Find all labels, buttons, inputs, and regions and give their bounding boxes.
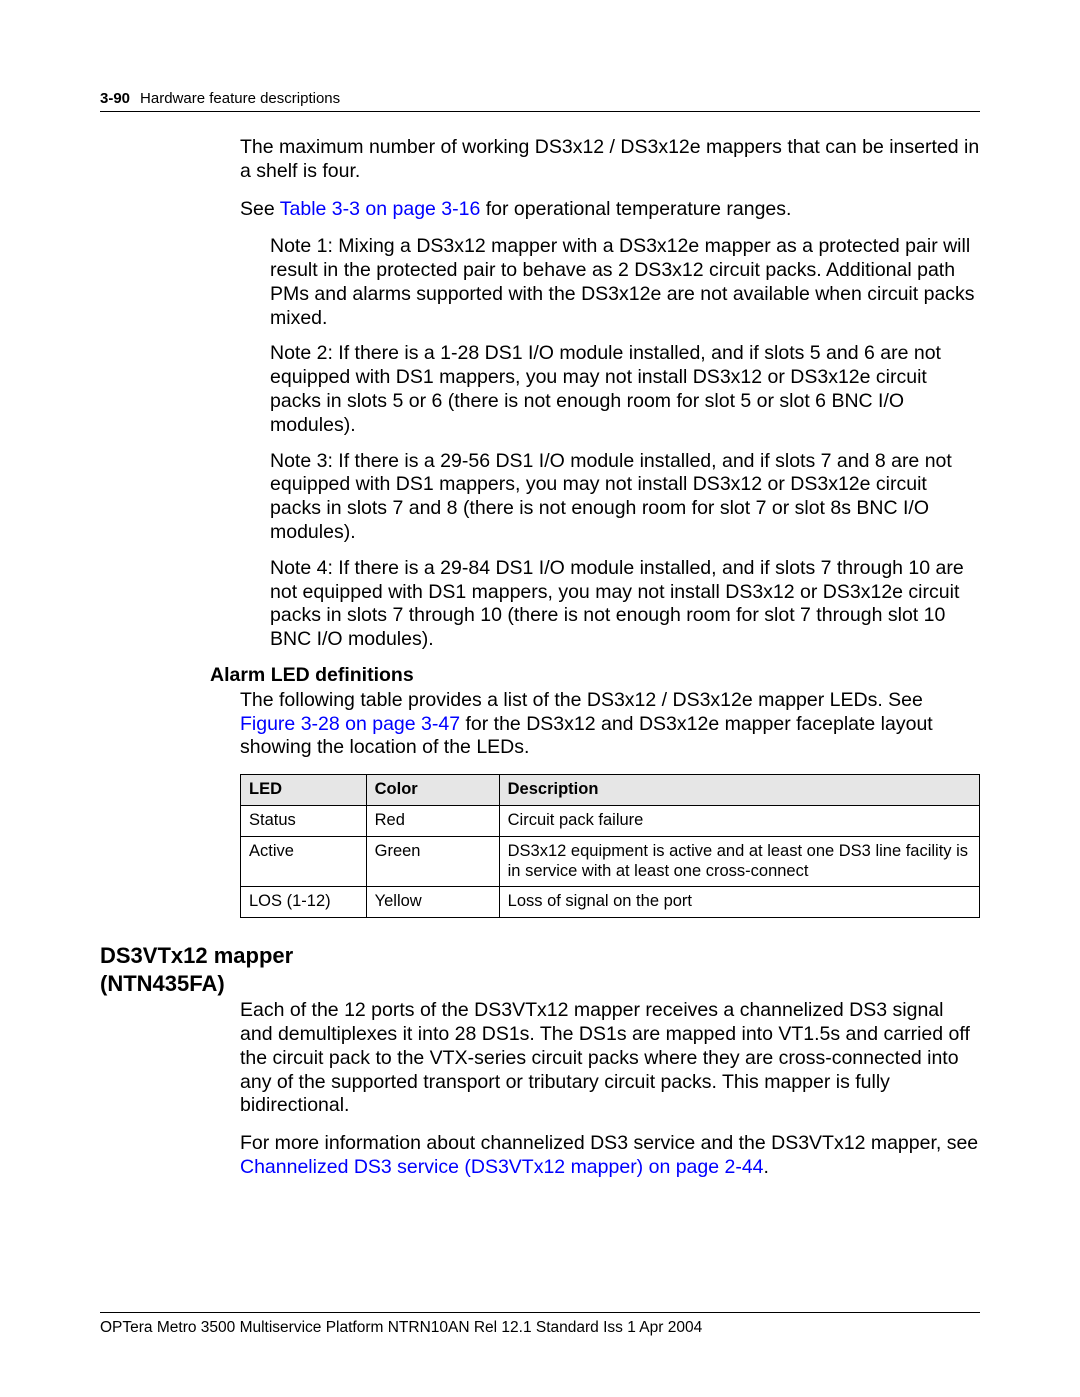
th-color: Color bbox=[366, 775, 499, 806]
cell-desc: Loss of signal on the port bbox=[499, 887, 979, 918]
running-header: 3-90 Hardware feature descriptions bbox=[100, 90, 980, 112]
cell-color: Red bbox=[366, 805, 499, 836]
header-section-title: Hardware feature descriptions bbox=[140, 90, 340, 107]
ds3vt-heading: DS3VTx12 mapper (NTN435FA) bbox=[100, 942, 980, 997]
note-1: Note 1: Mixing a DS3x12 mapper with a DS… bbox=[270, 235, 980, 330]
table-3-3-link[interactable]: Table 3-3 on page 3-16 bbox=[280, 198, 481, 220]
table-row: LOS (1-12) Yellow Loss of signal on the … bbox=[241, 887, 980, 918]
th-led: LED bbox=[241, 775, 367, 806]
figure-3-28-link[interactable]: Figure 3-28 on page 3-47 bbox=[240, 713, 460, 735]
notes-block: Note 1: Mixing a DS3x12 mapper with a DS… bbox=[240, 235, 980, 652]
th-desc: Description bbox=[499, 775, 979, 806]
see-text-pre: See bbox=[240, 198, 280, 220]
ds3vt-body: Each of the 12 ports of the DS3VTx12 map… bbox=[240, 999, 980, 1179]
page-number: 3-90 bbox=[100, 90, 130, 107]
cell-led: LOS (1-12) bbox=[241, 887, 367, 918]
alarm-intro: The following table provides a list of t… bbox=[240, 689, 980, 760]
ds3vt-heading-line2: (NTN435FA) bbox=[100, 971, 225, 996]
note-2: Note 2: If there is a 1-28 DS1 I/O modul… bbox=[270, 342, 980, 437]
ds3vt-p2-a: For more information about channelized D… bbox=[240, 1132, 978, 1154]
cell-led: Status bbox=[241, 805, 367, 836]
ds3vt-heading-line1: DS3VTx12 mapper bbox=[100, 943, 293, 968]
alarm-section: The following table provides a list of t… bbox=[240, 689, 980, 918]
footer-text: OPTera Metro 3500 Multiservice Platform … bbox=[100, 1319, 702, 1336]
cell-color: Green bbox=[366, 836, 499, 887]
cell-desc: Circuit pack failure bbox=[499, 805, 979, 836]
channelized-ds3-link[interactable]: Channelized DS3 service (DS3VTx12 mapper… bbox=[240, 1156, 764, 1178]
cell-desc: DS3x12 equipment is active and at least … bbox=[499, 836, 979, 887]
intro-see-ref: See Table 3-3 on page 3-16 for operation… bbox=[240, 198, 980, 222]
page-footer: OPTera Metro 3500 Multiservice Platform … bbox=[100, 1312, 980, 1337]
body-column: The maximum number of working DS3x12 / D… bbox=[240, 136, 980, 652]
see-text-post: for operational temperature ranges. bbox=[480, 198, 791, 220]
cell-color: Yellow bbox=[366, 887, 499, 918]
cell-led: Active bbox=[241, 836, 367, 887]
led-table: LED Color Description Status Red Circuit… bbox=[240, 774, 980, 918]
ds3vt-p2: For more information about channelized D… bbox=[240, 1132, 980, 1180]
intro-paragraph-1: The maximum number of working DS3x12 / D… bbox=[240, 136, 980, 184]
ds3vt-p1: Each of the 12 ports of the DS3VTx12 map… bbox=[240, 999, 980, 1118]
alarm-intro-a: The following table provides a list of t… bbox=[240, 689, 923, 711]
table-row: Active Green DS3x12 equipment is active … bbox=[241, 836, 980, 887]
note-3: Note 3: If there is a 29-56 DS1 I/O modu… bbox=[270, 450, 980, 545]
ds3vt-p2-b: . bbox=[764, 1156, 769, 1178]
note-4: Note 4: If there is a 29-84 DS1 I/O modu… bbox=[270, 557, 980, 652]
table-header-row: LED Color Description bbox=[241, 775, 980, 806]
alarm-led-heading: Alarm LED definitions bbox=[210, 664, 980, 687]
table-row: Status Red Circuit pack failure bbox=[241, 805, 980, 836]
